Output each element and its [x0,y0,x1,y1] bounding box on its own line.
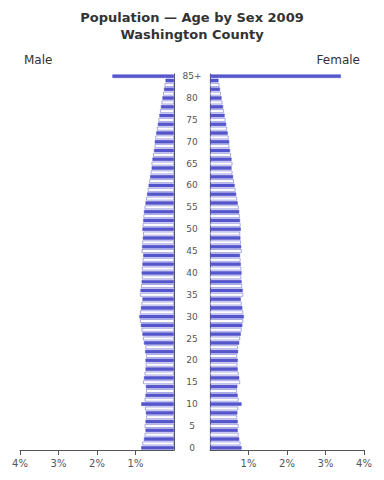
svg-text:1%: 1% [241,458,257,469]
svg-text:35: 35 [186,290,197,300]
svg-text:45: 45 [186,246,197,256]
svg-text:5: 5 [189,421,195,431]
svg-text:85+: 85+ [183,71,202,81]
svg-text:10: 10 [186,399,198,409]
svg-text:Female: Female [317,53,360,67]
svg-text:70: 70 [186,137,198,147]
svg-text:40: 40 [186,268,198,278]
svg-text:0: 0 [189,443,195,453]
svg-text:2%: 2% [279,458,295,469]
svg-text:Washington County: Washington County [120,27,264,42]
svg-text:15: 15 [186,377,197,387]
svg-text:Population — Age by Sex 2009: Population — Age by Sex 2009 [80,10,303,25]
svg-text:50: 50 [186,224,198,234]
svg-text:30: 30 [186,312,198,322]
svg-text:20: 20 [186,355,198,365]
svg-text:75: 75 [186,115,197,125]
svg-text:Male: Male [24,53,52,67]
svg-text:65: 65 [186,159,197,169]
svg-text:80: 80 [186,93,198,103]
svg-text:2%: 2% [89,458,105,469]
svg-text:3%: 3% [51,458,67,469]
svg-text:1%: 1% [128,458,144,469]
svg-text:3%: 3% [318,458,334,469]
svg-text:25: 25 [186,334,197,344]
svg-text:60: 60 [186,180,198,190]
svg-text:55: 55 [186,202,197,212]
svg-text:4%: 4% [12,458,28,469]
svg-text:4%: 4% [356,458,372,469]
